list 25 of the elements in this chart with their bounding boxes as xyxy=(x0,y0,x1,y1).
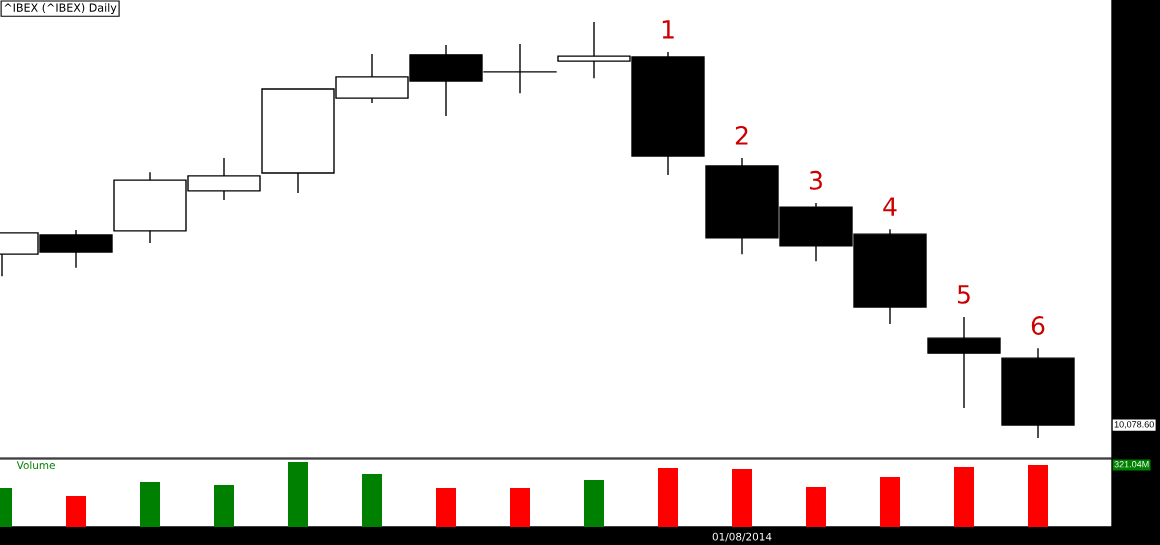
bar xyxy=(214,485,234,527)
bar xyxy=(954,467,974,527)
bar xyxy=(806,487,826,527)
bar xyxy=(288,462,308,527)
bar xyxy=(510,488,530,527)
bar xyxy=(436,488,456,527)
text: 321.04M xyxy=(1114,461,1149,468)
bar xyxy=(66,496,86,527)
bar xyxy=(658,467,678,527)
chart-title: ^IBEX (^IBEX) Daily xyxy=(4,3,117,14)
annotation: 2 xyxy=(735,125,748,145)
chart-title: Volume xyxy=(16,461,55,470)
annotation: 4 xyxy=(883,197,897,216)
bar xyxy=(880,477,900,527)
bar xyxy=(732,469,752,527)
bar xyxy=(140,482,160,527)
bar xyxy=(1028,464,1048,527)
bar xyxy=(584,480,604,527)
bar xyxy=(362,474,382,527)
text: 10,078.60 xyxy=(1114,421,1154,429)
annotation: 3 xyxy=(809,170,822,190)
annotation: 6 xyxy=(1031,316,1045,335)
annotation: 5 xyxy=(957,285,970,304)
x-tick-label: 01/08/2014 xyxy=(712,532,772,542)
annotation: 1 xyxy=(662,20,674,39)
